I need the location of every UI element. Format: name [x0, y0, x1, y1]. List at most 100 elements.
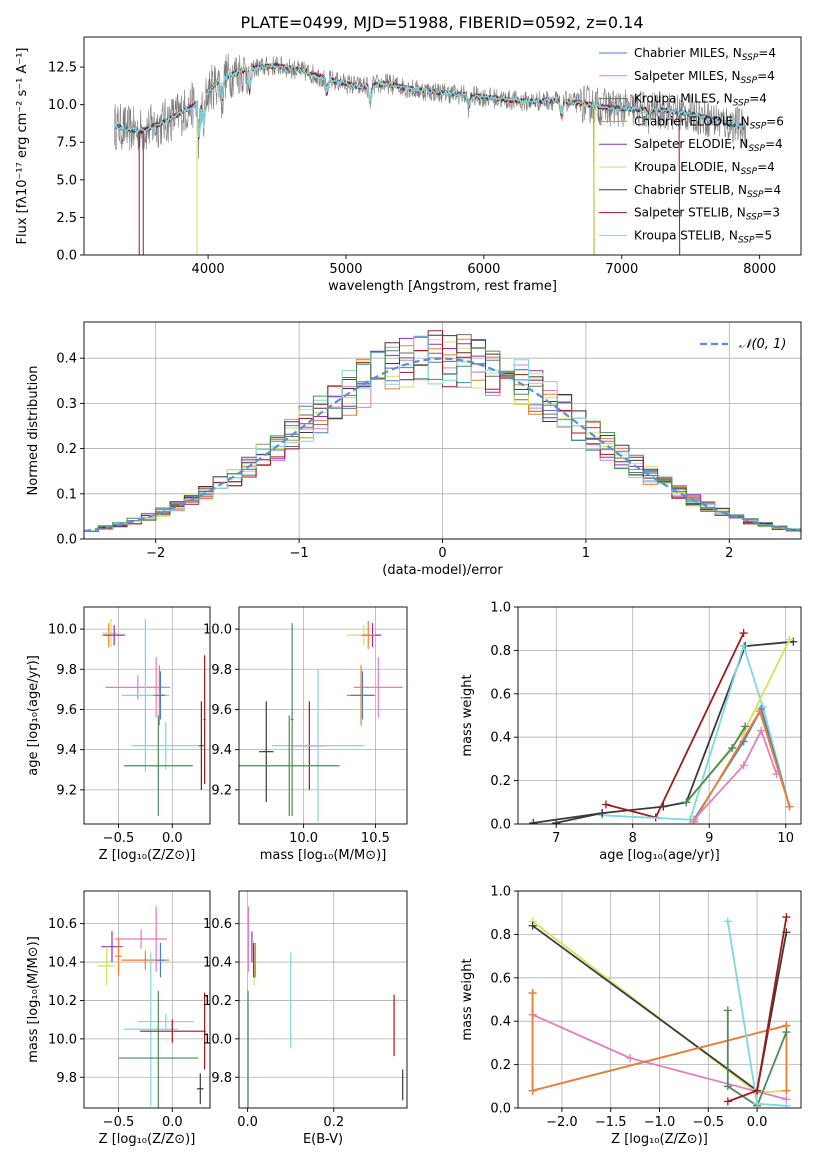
x-tick-label: 2 — [725, 546, 733, 561]
legend-label: Salpeter STELIB, NSSP=3 — [634, 206, 780, 223]
errorbar-point — [123, 952, 178, 1107]
x-tick-label: −1 — [290, 546, 309, 561]
errorbar-point — [103, 625, 125, 646]
axes-frame — [238, 606, 408, 825]
errorbar-point — [137, 1013, 194, 1030]
weight-marker — [723, 1082, 732, 1091]
legend-label: Salpeter ELODIE, NSSP=4 — [634, 137, 783, 154]
errorbar-point — [351, 671, 374, 720]
panel-spectrum: Chabrier MILES, NSSP=4 Salpeter MILES, NS… — [15, 36, 802, 294]
weight-marker — [782, 1101, 791, 1108]
spectrum-model-k_elodie — [196, 63, 595, 255]
y-tick-label: 0.0 — [56, 249, 77, 264]
weight-marker — [753, 1086, 762, 1095]
errorbar-point — [123, 715, 193, 816]
x-axis-label: (data-model)/error — [382, 563, 503, 578]
panel-z_weight: −2.0 −1.5 −1.0 −0.5 0.0 0.0 0.2 0.4 0.6 0.8 1.0 Z [… — [460, 885, 802, 1147]
y-tick-label: 9.8 — [211, 663, 232, 678]
y-tick-label: 10.0 — [203, 623, 232, 638]
weight-marker — [785, 802, 794, 811]
y-tick-label: 0.0 — [490, 1102, 511, 1117]
x-tick-label: −2.0 — [546, 1115, 578, 1130]
weight-marker — [626, 1054, 635, 1063]
weight-marker — [739, 629, 748, 638]
weight-marker — [728, 744, 737, 753]
errorbar-point — [98, 946, 116, 986]
weight-marker — [528, 988, 537, 997]
weight-marker — [689, 815, 698, 824]
weight-marker — [757, 726, 766, 735]
x-tick-label: 5000 — [329, 262, 362, 277]
y-tick-label: 1.0 — [490, 885, 511, 900]
x-axis-label: Z [log₁₀(Z/Z⊙)] — [611, 1132, 708, 1147]
errorbar-point — [199, 701, 204, 790]
y-tick-label: 0.1 — [56, 487, 77, 502]
x-tick-label: −0.5 — [103, 831, 135, 846]
histogram-green — [84, 347, 801, 532]
axes-frame — [83, 606, 211, 825]
x-tick-label: 4000 — [192, 262, 225, 277]
weight-marker — [739, 642, 748, 651]
plot-area — [529, 629, 798, 824]
weight-marker — [782, 1028, 791, 1037]
weight-marker — [782, 913, 791, 922]
histogram-s_stelib — [84, 330, 801, 532]
plot-area — [102, 619, 206, 816]
y-tick-label: 0.2 — [56, 442, 77, 457]
x-tick-label: 0.2 — [323, 1115, 344, 1130]
y-tick-label: 9.8 — [56, 663, 77, 678]
plot-area — [239, 621, 403, 822]
errorbar-point — [115, 929, 167, 949]
weight-marker — [601, 800, 610, 809]
errorbar-point — [197, 1073, 204, 1105]
y-tick-label: 10.2 — [48, 994, 77, 1009]
axes-frame — [238, 890, 408, 1109]
y-tick-label: 0.2 — [490, 774, 511, 789]
weight-marker — [755, 707, 764, 716]
x-tick-label: 9 — [705, 831, 713, 846]
x-tick-label: 0.0 — [162, 1115, 183, 1130]
x-tick-label: 10.0 — [289, 831, 318, 846]
weight-marker — [739, 761, 748, 770]
errorbar-point — [131, 721, 201, 770]
weight-marker — [741, 722, 750, 731]
errorbar-point — [115, 937, 122, 976]
errorbar-point — [203, 655, 206, 784]
errorbar-point — [203, 992, 206, 1070]
axes-frame — [517, 606, 802, 825]
plot-area — [528, 913, 791, 1108]
weight-marker — [723, 1006, 732, 1015]
x-tick-label: 8 — [629, 831, 637, 846]
plot-area — [247, 906, 404, 1108]
errorbar-point — [154, 906, 159, 972]
weight-line — [531, 993, 788, 1092]
y-tick-label: 10.4 — [48, 956, 77, 971]
weight-marker — [528, 921, 537, 930]
y-tick-label: 0.3 — [56, 397, 77, 412]
panel-mass_age: 10.0 10.5 9.2 9.4 9.6 9.8 10.0 mass [log₁₀(M/M⊙… — [203, 606, 408, 863]
y-axis-label: Normed distribution — [26, 366, 41, 496]
weight-line — [693, 728, 778, 821]
x-axis-label: age [log₁₀(age/yr)] — [599, 848, 720, 863]
histogram-k_stelib — [84, 335, 801, 532]
y-axis-label: mass weight — [460, 674, 475, 756]
x-tick-label: 7000 — [605, 262, 638, 277]
weight-marker — [723, 1097, 732, 1106]
y-tick-label: 10.0 — [48, 98, 77, 113]
legend-label: Chabrier ELODIE, NSSP=6 — [634, 114, 784, 131]
y-tick-label: 10.0 — [48, 1032, 77, 1047]
x-tick-label: 1 — [582, 546, 590, 561]
axes-frame — [83, 890, 211, 1109]
errorbar-point — [102, 619, 120, 648]
y-tick-label: 9.8 — [211, 1071, 232, 1086]
y-tick-label: 10.6 — [48, 917, 77, 932]
legend-label: Chabrier STELIB, NSSP=4 — [634, 183, 781, 200]
y-axis-label: age [log₁₀(age/yr)] — [26, 655, 41, 776]
y-axis-label: mass [log₁₀(M/M⊙)] — [26, 936, 41, 1063]
x-tick-label: 0 — [438, 546, 446, 561]
x-tick-label: 7 — [552, 831, 560, 846]
weight-marker — [528, 1086, 537, 1095]
y-tick-label: 9.4 — [56, 743, 77, 758]
x-axis-label: wavelength [Angstrom, rest frame] — [328, 279, 557, 294]
y-tick-label: 9.6 — [211, 703, 232, 718]
